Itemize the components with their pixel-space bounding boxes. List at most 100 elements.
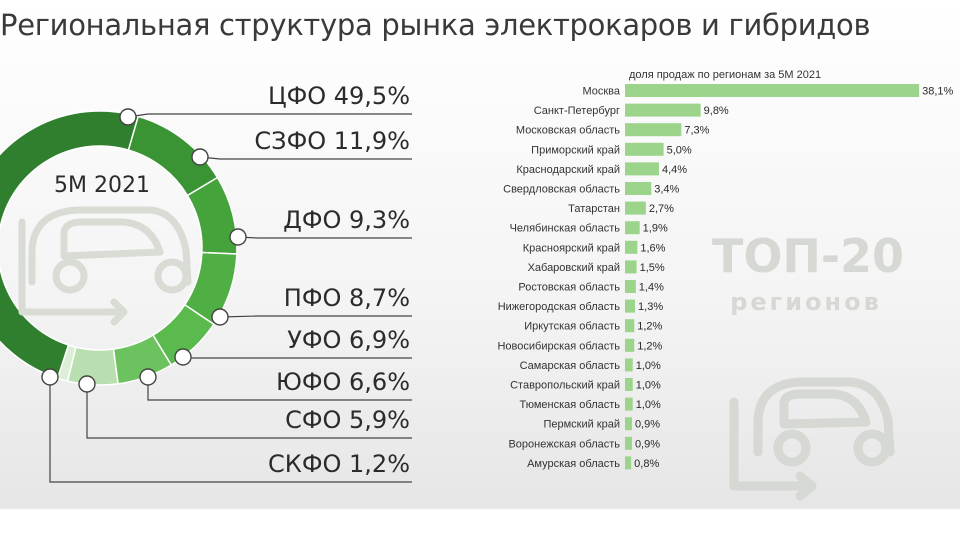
car-icon-plug: [729, 397, 817, 501]
bar-value-label: 2,7%: [649, 203, 674, 215]
donut-center-label: 5M 2021: [54, 173, 150, 198]
donut-slice-label: ЮФО 6,6%: [276, 368, 410, 396]
car-icon: [729, 377, 895, 501]
callout-leader: [219, 315, 412, 318]
bar: [625, 260, 637, 274]
bar-value-label: 1,0%: [636, 360, 661, 372]
bar: [625, 182, 652, 195]
donut-slice-label: ЦФО 49,5%: [268, 82, 410, 110]
bar-value-label: 3,4%: [654, 184, 679, 196]
donut-slice: [56, 344, 77, 383]
bar-value-label: 5,0%: [667, 144, 692, 156]
bar-category-label: Иркутская область: [524, 321, 620, 333]
slide-title: Региональная структура рынка электрокаро…: [0, 8, 871, 42]
bar-category-label: Ставропольский край: [510, 380, 620, 392]
bar: [625, 436, 632, 450]
bar-value-label: 1,5%: [640, 262, 665, 274]
donut-slice-label: СКФО 1,2%: [268, 450, 410, 478]
bar-category-label: Приморский край: [531, 144, 620, 156]
car-icon-body: [753, 377, 895, 457]
top20-watermark: ТОП-20 регионов: [712, 229, 904, 501]
bar-category-label: Новосибирская область: [497, 340, 620, 352]
donut-slice-label: СФО 5,9%: [285, 406, 410, 434]
callout-knob: [41, 368, 59, 386]
bar-value-label: 0,8%: [634, 458, 659, 470]
donut-slice-label: ПФО 8,7%: [284, 284, 410, 312]
bar: [625, 456, 632, 470]
bar-value-label: 1,2%: [637, 340, 662, 352]
car-icon-wheel: [853, 429, 891, 467]
callout-leader: [49, 377, 412, 483]
bar-category-label: Татарстан: [568, 203, 620, 215]
bar: [625, 378, 633, 391]
bar: [625, 280, 636, 293]
donut-callouts: ЦФО 49,5% СЗФО 11,9% ДФО 9,3% ПФО 8,7% УФО 6…: [41, 82, 412, 483]
callout-leader: [86, 384, 412, 439]
donut-slice-label: УФО 6,9%: [287, 326, 410, 354]
bar: [625, 240, 638, 254]
bar-value-label: 1,0%: [636, 380, 661, 392]
car-icon-wheel: [773, 429, 811, 467]
donut-slice-label: ДФО 9,3%: [283, 206, 410, 234]
watermark-subtitle: регионов: [730, 288, 882, 316]
bar-category-label: Московская область: [516, 125, 620, 137]
callout-knob: [139, 368, 157, 386]
bar-category-label: Амурская область: [527, 458, 620, 470]
bar-category-label: Ростовская область: [518, 282, 620, 294]
bar-value-label: 1,2%: [637, 321, 662, 333]
bar-value-label: 7,3%: [684, 125, 709, 137]
donut-center: 5M 2021: [18, 173, 192, 326]
callout-knob: [78, 375, 96, 393]
bar-category-label: Свердловская область: [503, 184, 620, 196]
watermark-title: ТОП-20: [712, 229, 904, 283]
callout-knob: [211, 308, 229, 326]
bar: [625, 103, 701, 117]
car-icon-window: [779, 389, 871, 429]
bar: [625, 417, 632, 431]
bar-category-label: Нижегородская область: [498, 301, 621, 313]
bar: [625, 358, 633, 372]
donut-chart: [0, 110, 238, 386]
car-icon-wheel: [52, 258, 88, 294]
car-icon-wheel: [154, 258, 190, 294]
callout-knob: [119, 108, 137, 126]
bar: [625, 84, 920, 97]
bar: [625, 338, 635, 352]
bar-category-label: Хабаровский край: [528, 262, 620, 274]
callout-leader: [237, 236, 412, 239]
bar-chart: доля продаж по регионам за 5М 2021 Москва…: [497, 69, 953, 470]
bar: [625, 397, 633, 411]
bar-value-label: 1,9%: [643, 223, 668, 235]
callout-knob: [229, 228, 247, 246]
bar-category-label: Краснодарский край: [516, 164, 620, 176]
bar-value-label: 1,6%: [640, 242, 665, 254]
bar-value-label: 4,4%: [662, 164, 687, 176]
bar-category-label: Тюменская область: [519, 399, 620, 411]
car-icon-body: [28, 206, 192, 286]
bar: [625, 221, 640, 235]
bar-category-label: Самарская область: [520, 360, 621, 372]
bar-value-label: 1,3%: [638, 301, 663, 313]
bar: [625, 299, 636, 313]
bar-value-label: 1,0%: [636, 399, 661, 411]
callout-leader: [182, 357, 412, 359]
bar-value-label: 0,9%: [635, 438, 660, 450]
bar: [625, 142, 664, 156]
bar-value-label: 38,1%: [922, 86, 953, 98]
callout-leader: [199, 156, 412, 160]
bar-category-label: Пермский край: [543, 419, 620, 431]
bar-value-label: 0,9%: [635, 419, 660, 431]
car-icon: [18, 206, 192, 326]
car-icon-plug: [18, 218, 128, 326]
bar-category-label: Воронежская область: [508, 438, 620, 450]
callout-knob: [191, 148, 209, 166]
bar: [625, 201, 646, 215]
callout-leader: [127, 113, 412, 118]
bar: [625, 319, 635, 333]
bar: [625, 123, 682, 137]
bar-category-label: Санкт-Петербург: [534, 105, 620, 117]
donut-slice-label: СЗФО 11,9%: [254, 127, 410, 155]
bar-category-label: Челябинская область: [510, 223, 621, 235]
car-icon-window: [60, 218, 164, 260]
